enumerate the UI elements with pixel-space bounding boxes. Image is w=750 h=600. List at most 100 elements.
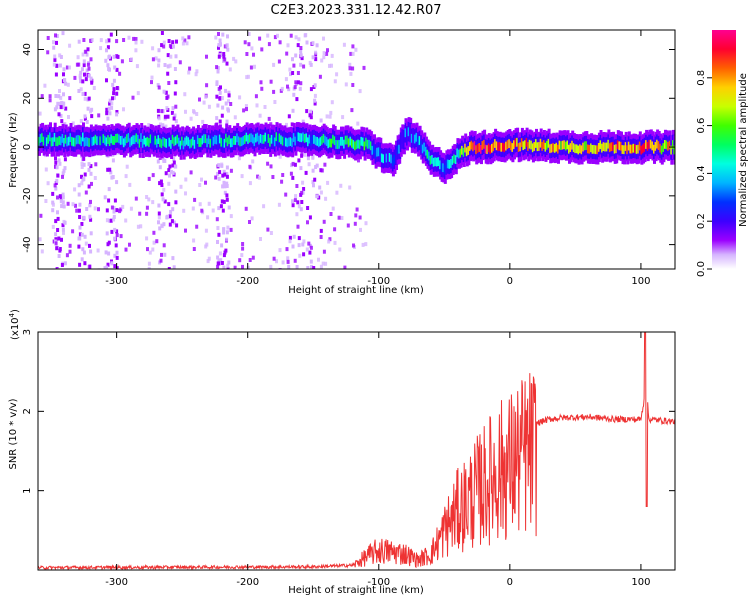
spectrogram-cell [347, 138, 351, 148]
spectrogram-noise-cell [53, 57, 57, 62]
spectrogram-noise-cell [304, 170, 308, 175]
spectrogram-noise-cell [221, 173, 225, 178]
spectrogram-noise-cell [222, 54, 226, 59]
spectrogram-cell [413, 134, 417, 144]
spectrogram-noise-cell [220, 199, 224, 204]
spectrogram-cell [327, 139, 331, 149]
spectrogram-cell [267, 134, 271, 143]
spectrogram-noise-cell [290, 122, 294, 127]
spectrogram-noise-cell [217, 86, 221, 91]
spectrogram-cell [623, 145, 627, 155]
spectrogram-noise-cell [82, 215, 86, 220]
spectrogram-noise-cell [167, 202, 171, 207]
spectrogram-cell [93, 136, 96, 146]
spectrogram-cell [275, 132, 279, 142]
spectrogram-noise-cell [295, 184, 299, 188]
spectrogram-noise-cell [337, 215, 341, 220]
spectrogram-cell [505, 141, 509, 151]
spectrogram-cell [88, 138, 92, 147]
spectrogram-cell [459, 148, 463, 158]
spectrogram-noise-cell [319, 190, 323, 195]
spectrogram-noise-cell [113, 236, 117, 241]
spectrogram-noise-cell [89, 76, 93, 81]
spectrogram-noise-cell [205, 83, 209, 88]
spectrogram-noise-cell [150, 75, 154, 80]
spectrogram-noise-cell [183, 38, 187, 43]
spectrogram-cell [450, 159, 454, 168]
spectrogram-noise-cell [171, 207, 175, 212]
spectrogram-noise-cell [80, 161, 84, 166]
spectrogram-noise-cell [291, 175, 295, 180]
spectrogram-noise-cell [254, 94, 258, 99]
spectrogram-noise-cell [80, 232, 84, 237]
spectrogram-noise-cell [89, 164, 93, 169]
spectrogram-noise-cell [115, 86, 119, 90]
spectrogram-noise-cell [163, 63, 167, 67]
spectrogram-cell [525, 137, 529, 147]
spectrogram-noise-cell [321, 261, 325, 266]
spectrogram-noise-cell [162, 222, 166, 227]
spectrogram-noise-cell [134, 40, 138, 45]
spectrogram-cell [612, 142, 616, 151]
spectrogram-noise-cell [113, 253, 117, 258]
spectrogram-noise-cell [214, 35, 218, 40]
spectrogram-cell [432, 157, 436, 167]
spectrogram-noise-cell [60, 204, 64, 209]
spectrogram-noise-cell [74, 125, 77, 130]
spectrogram-noise-cell [134, 196, 138, 201]
spectrogram-noise-cell [87, 184, 91, 189]
spectrogram-noise-cell [302, 252, 306, 257]
spectrogram-noise-cell [115, 250, 119, 255]
spectrogram-cell [418, 136, 422, 145]
spectrogram-noise-cell [110, 175, 114, 180]
spectrogram-noise-cell [77, 89, 81, 93]
spectrogram-noise-cell [341, 115, 345, 120]
spectrogram-noise-cell [90, 38, 94, 42]
spectrogram-noise-cell [220, 261, 224, 265]
spectrogram-noise-cell [179, 184, 183, 189]
spectrogram-cell [465, 147, 469, 157]
spectrogram-cell [646, 142, 650, 151]
spectrogram-noise-cell [62, 204, 66, 209]
spectrogram-noise-cell [110, 101, 114, 106]
spectrogram-noise-cell [174, 119, 178, 124]
spectrogram-noise-cell [99, 38, 103, 43]
spectrogram-cell [264, 132, 268, 142]
spectrogram-noise-cell [328, 63, 331, 68]
spectrogram-noise-cell [225, 165, 229, 170]
spectrogram-noise-cell [300, 200, 304, 204]
spectrogram-noise-cell [220, 113, 224, 118]
spectrogram-noise-cell [66, 201, 70, 206]
spectrogram-noise-cell [103, 195, 107, 200]
spectrogram-noise-cell [79, 79, 83, 84]
spectrogram-noise-cell [79, 70, 83, 75]
spectrogram-noise-cell [299, 46, 303, 50]
spectrogram-noise-cell [238, 258, 242, 263]
colorbar-tick-label: 0.4 [696, 165, 707, 181]
spectrogram-noise-cell [227, 90, 231, 95]
spectrogram-cell [569, 143, 573, 152]
spectrogram-noise-cell [309, 259, 313, 264]
spectrogram-noise-cell [48, 98, 52, 103]
spectrogram-cell [291, 138, 295, 148]
spectrogram-noise-cell [89, 152, 93, 157]
spectrogram-noise-cell [77, 183, 81, 188]
spectrogram-noise-cell [200, 208, 204, 213]
spectrogram-noise-cell [189, 170, 193, 175]
spectrogram-cell [314, 136, 318, 146]
spectrogram-noise-cell [82, 162, 86, 167]
spectrogram-cell [151, 135, 155, 145]
spectrogram-noise-cell [288, 67, 292, 72]
spectrogram-cell [234, 136, 238, 145]
spectrogram-noise-cell [241, 246, 245, 251]
spectrogram-noise-cell [349, 51, 353, 56]
spectrogram-noise-cell [181, 36, 185, 41]
spectrogram-noise-cell [246, 265, 250, 269]
spectrogram-cell [472, 142, 476, 152]
spectrogram-noise-cell [278, 154, 282, 159]
spectrogram-noise-cell [287, 87, 291, 92]
spectrogram-cell [489, 145, 493, 154]
spectrogram-noise-cell [297, 204, 301, 209]
spectrogram-noise-cell [54, 219, 58, 224]
spectrogram-cell [50, 137, 54, 147]
